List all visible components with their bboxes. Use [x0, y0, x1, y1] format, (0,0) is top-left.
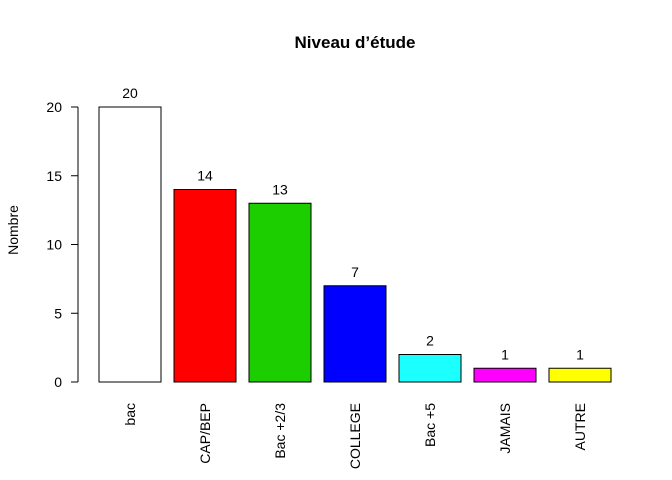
- chart-title: Niveau d’étude: [295, 33, 416, 52]
- bar: [473, 367, 537, 383]
- x-tick-label: JAMAIS: [497, 403, 513, 454]
- bar: [98, 106, 162, 383]
- bar: [323, 285, 387, 383]
- y-axis-ticks: 0 5 10 15 20: [46, 99, 78, 390]
- bar: [398, 354, 462, 383]
- x-tick-label: COLLEGE: [347, 403, 363, 469]
- bar: [548, 367, 612, 383]
- bar-series: [98, 106, 612, 383]
- y-tick-label: 15: [46, 168, 62, 184]
- x-tick-label: CAP/BEP: [197, 403, 213, 464]
- bar-value-label: 20: [122, 85, 138, 101]
- x-axis-tick-labels: bac CAP/BEP Bac +2/3 COLLEGE Bac +5 JAMAIS AUT…: [122, 403, 588, 469]
- x-tick-label: Bac +2/3: [272, 403, 288, 459]
- bar: [248, 202, 312, 383]
- y-tick-label: 5: [54, 305, 62, 321]
- bar-value-label: 14: [197, 168, 213, 184]
- bar-value-label: 2: [426, 333, 434, 349]
- bar-value-label: 1: [501, 346, 509, 362]
- bar-value-label: 1: [576, 346, 584, 362]
- x-tick-label: Bac +5: [422, 403, 438, 447]
- data-labels: 20 14 13 7 2 1 1: [122, 85, 584, 362]
- y-axis-label: Nombre: [5, 205, 21, 255]
- bar-value-label: 7: [351, 264, 359, 280]
- bar: [173, 189, 237, 383]
- x-tick-label: bac: [122, 403, 138, 426]
- y-tick-label: 10: [46, 237, 62, 253]
- y-tick-label: 0: [54, 374, 62, 390]
- x-tick-label: AUTRE: [572, 403, 588, 450]
- bar-value-label: 13: [272, 181, 288, 197]
- y-tick-label: 20: [46, 99, 62, 115]
